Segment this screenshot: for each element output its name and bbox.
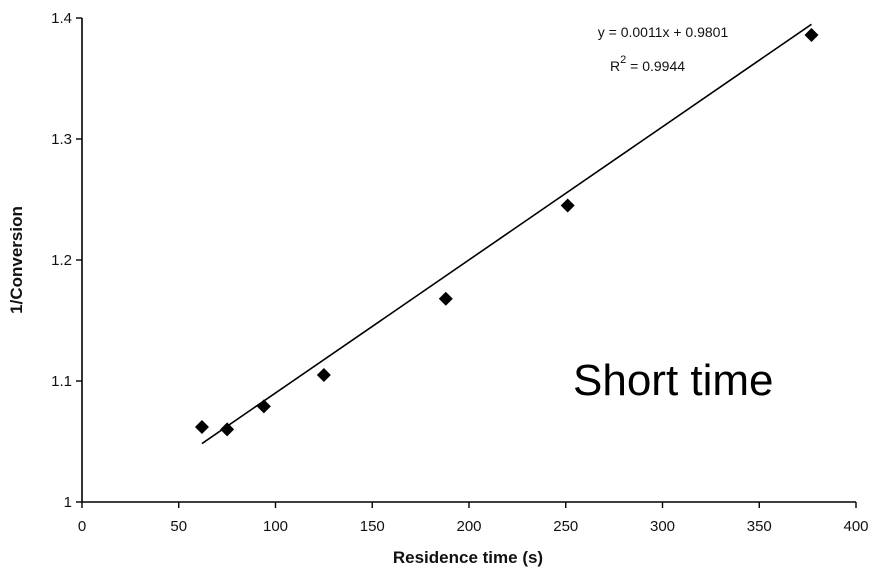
y-tick-label: 1: [64, 494, 72, 511]
data-point: [560, 198, 575, 213]
y-tick-label: 1.4: [51, 10, 72, 27]
x-axis-ticks: 0 50 100 150 200 250 300 350 400: [78, 502, 869, 535]
x-tick-label: 0: [78, 518, 86, 535]
trendline-equation: y = 0.0011x + 0.9801: [598, 24, 729, 40]
x-tick-label: 150: [360, 518, 385, 535]
y-tick-label: 1.2: [51, 252, 72, 269]
data-point: [220, 422, 235, 437]
y-axis-ticks: 1 1.1 1.2 1.3 1.4: [51, 10, 82, 511]
r-squared-label: R2 = 0.9944: [610, 54, 685, 74]
data-point: [438, 291, 453, 306]
data-point: [316, 367, 331, 382]
data-point: [804, 27, 819, 42]
r-squared-exponent: 2: [620, 54, 626, 66]
x-axis-title: Residence time (s): [393, 548, 543, 567]
x-tick-label: 200: [456, 518, 481, 535]
x-tick-label: 250: [553, 518, 578, 535]
x-tick-label: 400: [843, 518, 868, 535]
r-squared-symbol: R: [610, 58, 620, 74]
x-tick-label: 300: [650, 518, 675, 535]
short-time-annotation: Short time: [573, 356, 774, 405]
y-tick-label: 1.1: [51, 373, 72, 390]
x-tick-label: 50: [170, 518, 187, 535]
data-points: [194, 27, 819, 437]
y-axis-title: 1/Conversion: [7, 206, 26, 314]
trendline: [201, 23, 812, 445]
data-point: [194, 419, 209, 434]
y-tick-label: 1.3: [51, 131, 72, 148]
data-point: [256, 399, 271, 414]
x-tick-label: 350: [747, 518, 772, 535]
r-squared-value: = 0.9944: [626, 58, 685, 74]
x-tick-label: 100: [263, 518, 288, 535]
